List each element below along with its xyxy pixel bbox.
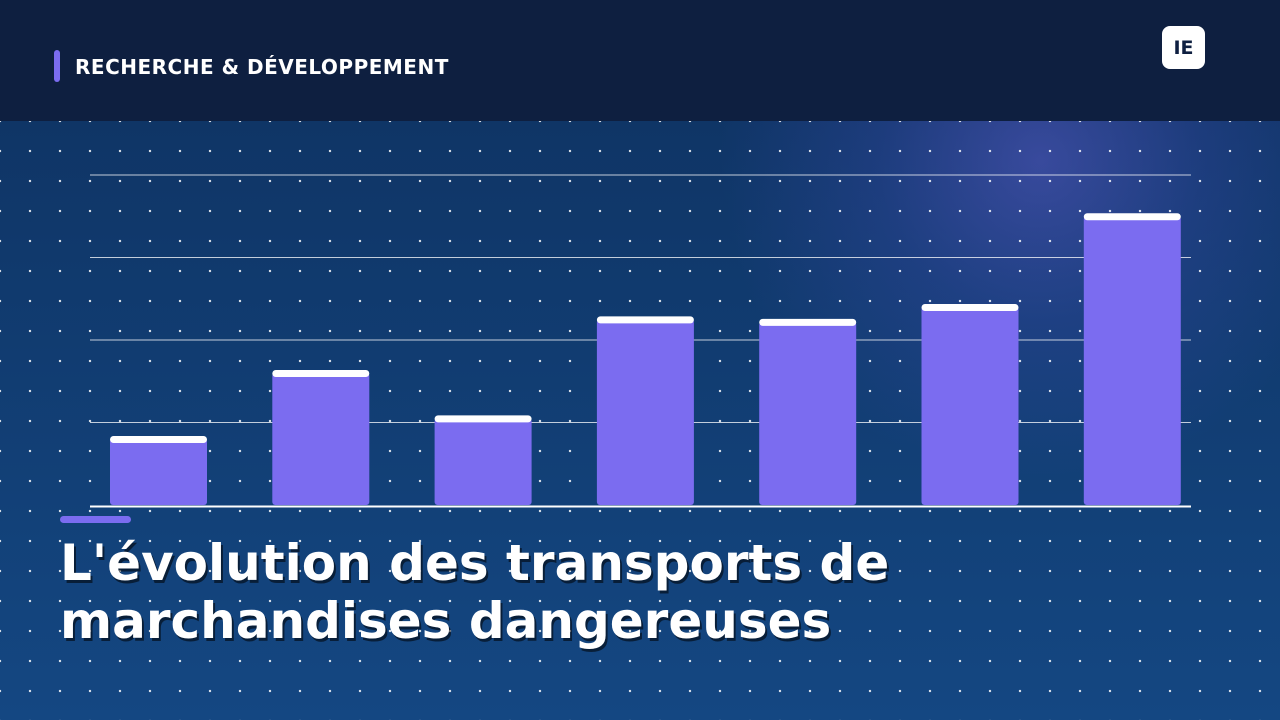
chart-bar [272, 373, 370, 505]
chart-bar-cap [596, 316, 694, 324]
chart-bar [759, 321, 857, 505]
header-bar: RECHERCHE & DÉVELOPPEMENT IE [0, 0, 1280, 121]
header-label: RECHERCHE & DÉVELOPPEMENT [75, 55, 449, 79]
bar-chart [90, 174, 1191, 508]
chart-bar-cap [759, 318, 857, 326]
chart-bar [596, 319, 694, 505]
chart-bar-cap [434, 415, 532, 423]
chart-bar-cap [110, 436, 207, 443]
chart-bar [434, 418, 532, 505]
chart-bar-cap [921, 304, 1019, 311]
chart-bar [1083, 216, 1181, 505]
chart-bar-cap [272, 370, 370, 377]
logo: IE [1162, 26, 1205, 69]
page-title: L'évolution des transports de marchandis… [60, 534, 890, 650]
chart-bar [921, 307, 1019, 505]
chart-bar-cap [1083, 213, 1181, 221]
title-accent-bar [60, 516, 131, 523]
chart-bar [110, 439, 207, 505]
header-accent-bar [54, 50, 60, 82]
